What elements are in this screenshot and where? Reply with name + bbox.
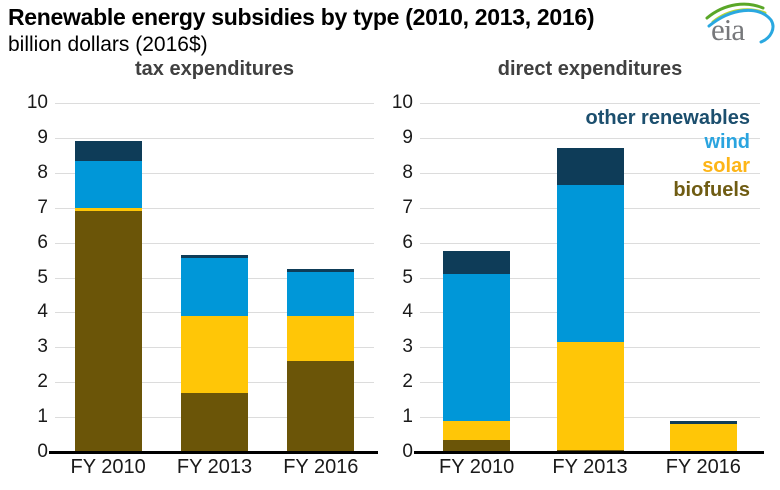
y-tick-label: 9: [37, 126, 48, 148]
x-axis-label: FY 2010: [439, 456, 515, 478]
y-tick-label: 4: [402, 301, 413, 323]
x-axis-direct: FY 2010 FY 2013 FY 2016: [420, 456, 760, 482]
y-tick-label: 6: [37, 231, 48, 253]
y-tick-label: 6: [402, 231, 413, 253]
legend-item-wind: wind: [704, 131, 750, 153]
y-tick-label: 7: [402, 196, 413, 218]
bar-segment-other-renewables-FY-2016: [669, 420, 737, 425]
y-tick-label: 0: [402, 441, 413, 462]
y-tick-label: 0: [37, 441, 48, 462]
y-tick-label: 3: [37, 336, 48, 358]
gridline: [420, 103, 760, 104]
bar-segment-solar-FY-2016: [287, 315, 355, 362]
y-tick-label: 5: [37, 266, 48, 288]
y-tick-label: 1: [37, 406, 48, 428]
bar-segment-solar-FY-2013: [181, 315, 248, 393]
panel-title-tax: tax expenditures: [135, 58, 294, 80]
bar-segment-wind-FY-2010: [443, 274, 511, 421]
y-tick-label: 7: [37, 196, 48, 218]
y-axis-tax: 0 1 2 3 4 5 6 7 8 9 10: [8, 93, 48, 462]
legend-item-biofuels: biofuels: [673, 179, 750, 201]
gridline: [420, 137, 760, 139]
gridline: [55, 103, 374, 104]
x-axis-label: FY 2016: [283, 456, 359, 478]
bar-segment-biofuels-FY-2016: [287, 361, 355, 452]
x-axis-label: FY 2013: [552, 456, 628, 478]
x-axis-tax: FY 2010 FY 2013 FY 2016: [55, 456, 374, 482]
x-axis-label: FY 2013: [176, 456, 253, 478]
y-tick-label: 10: [391, 92, 413, 113]
bar-segment-solar-FY-2013: [556, 342, 624, 451]
bar-segment-biofuels-FY-2010: [74, 211, 142, 452]
bar-segment-solar-FY-2016: [669, 424, 737, 452]
y-tick-label: 3: [402, 336, 413, 358]
bar-segment-biofuels-FY-2013: [181, 392, 248, 452]
figure-subtitle: billion dollars (2016$): [8, 33, 208, 56]
bar-segment-wind-FY-2013: [181, 258, 248, 316]
gridline: [55, 137, 374, 139]
legend-item-other-renewables: other renewables: [585, 107, 750, 129]
bar-segment-wind-FY-2013: [556, 185, 624, 343]
y-tick-label: 1: [402, 406, 413, 428]
gridline: [55, 172, 374, 174]
y-axis-direct: 0 1 2 3 4 5 6 7 8 9 10: [373, 93, 413, 462]
bar-segment-solar-FY-2010: [443, 420, 511, 440]
plot-area-direct: [414, 103, 764, 454]
gridline: [55, 242, 374, 244]
y-tick-label: 4: [37, 301, 48, 323]
eia-logo-arcs: [705, 2, 775, 44]
bar-segment-solar-FY-2010: [74, 207, 142, 212]
gridline: [55, 207, 374, 209]
figure-title: Renewable energy subsidies by type (2010…: [8, 4, 595, 30]
bar-segment-other-renewables-FY-2010: [74, 141, 142, 161]
y-tick-label: 10: [26, 92, 48, 113]
y-tick-label: 2: [37, 371, 48, 393]
y-tick-label: 2: [402, 371, 413, 393]
x-axis-line: [414, 451, 764, 454]
eia-logo: eia: [701, 0, 779, 52]
y-tick-label: 8: [37, 161, 48, 183]
y-tick-label: 9: [402, 126, 413, 148]
bar-segment-other-renewables-FY-2010: [443, 251, 511, 275]
y-tick-label: 5: [402, 266, 413, 288]
x-axis-label: FY 2010: [70, 456, 146, 478]
legend-item-solar: solar: [702, 155, 750, 177]
legend: other renewables wind solar biofuels: [470, 106, 750, 202]
y-tick-label: 8: [402, 161, 413, 183]
x-axis-line: [49, 451, 378, 454]
bar-segment-wind-FY-2016: [287, 272, 355, 316]
bar-segment-wind-FY-2010: [74, 160, 142, 208]
bar-segment-other-renewables-FY-2013: [181, 254, 248, 259]
panel-title-direct: direct expenditures: [497, 58, 683, 80]
bar-segment-other-renewables-FY-2013: [556, 148, 624, 186]
plot-area-tax: [49, 103, 378, 454]
bar-segment-biofuels-FY-2010: [443, 439, 511, 452]
x-axis-label: FY 2016: [665, 456, 741, 478]
bar-segment-other-renewables-FY-2016: [287, 268, 355, 273]
